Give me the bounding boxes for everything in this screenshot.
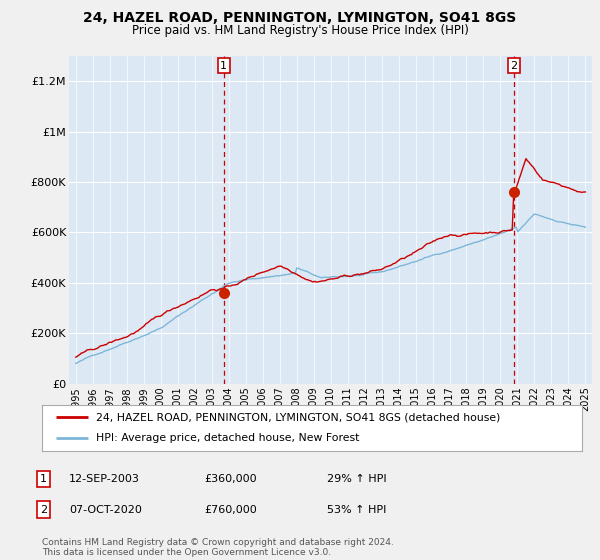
Text: Price paid vs. HM Land Registry's House Price Index (HPI): Price paid vs. HM Land Registry's House … xyxy=(131,24,469,36)
Text: 1: 1 xyxy=(40,474,47,484)
Text: 24, HAZEL ROAD, PENNINGTON, LYMINGTON, SO41 8GS (detached house): 24, HAZEL ROAD, PENNINGTON, LYMINGTON, S… xyxy=(96,412,500,422)
Text: 12-SEP-2003: 12-SEP-2003 xyxy=(69,474,140,484)
Text: 24, HAZEL ROAD, PENNINGTON, LYMINGTON, SO41 8GS: 24, HAZEL ROAD, PENNINGTON, LYMINGTON, S… xyxy=(83,11,517,25)
Text: 29% ↑ HPI: 29% ↑ HPI xyxy=(327,474,386,484)
Text: 53% ↑ HPI: 53% ↑ HPI xyxy=(327,505,386,515)
Text: £760,000: £760,000 xyxy=(204,505,257,515)
Text: 2: 2 xyxy=(40,505,47,515)
Text: 07-OCT-2020: 07-OCT-2020 xyxy=(69,505,142,515)
Text: £360,000: £360,000 xyxy=(204,474,257,484)
Text: 2: 2 xyxy=(510,61,517,71)
Text: 1: 1 xyxy=(220,61,227,71)
Text: Contains HM Land Registry data © Crown copyright and database right 2024.
This d: Contains HM Land Registry data © Crown c… xyxy=(42,538,394,557)
Text: HPI: Average price, detached house, New Forest: HPI: Average price, detached house, New … xyxy=(96,433,359,444)
